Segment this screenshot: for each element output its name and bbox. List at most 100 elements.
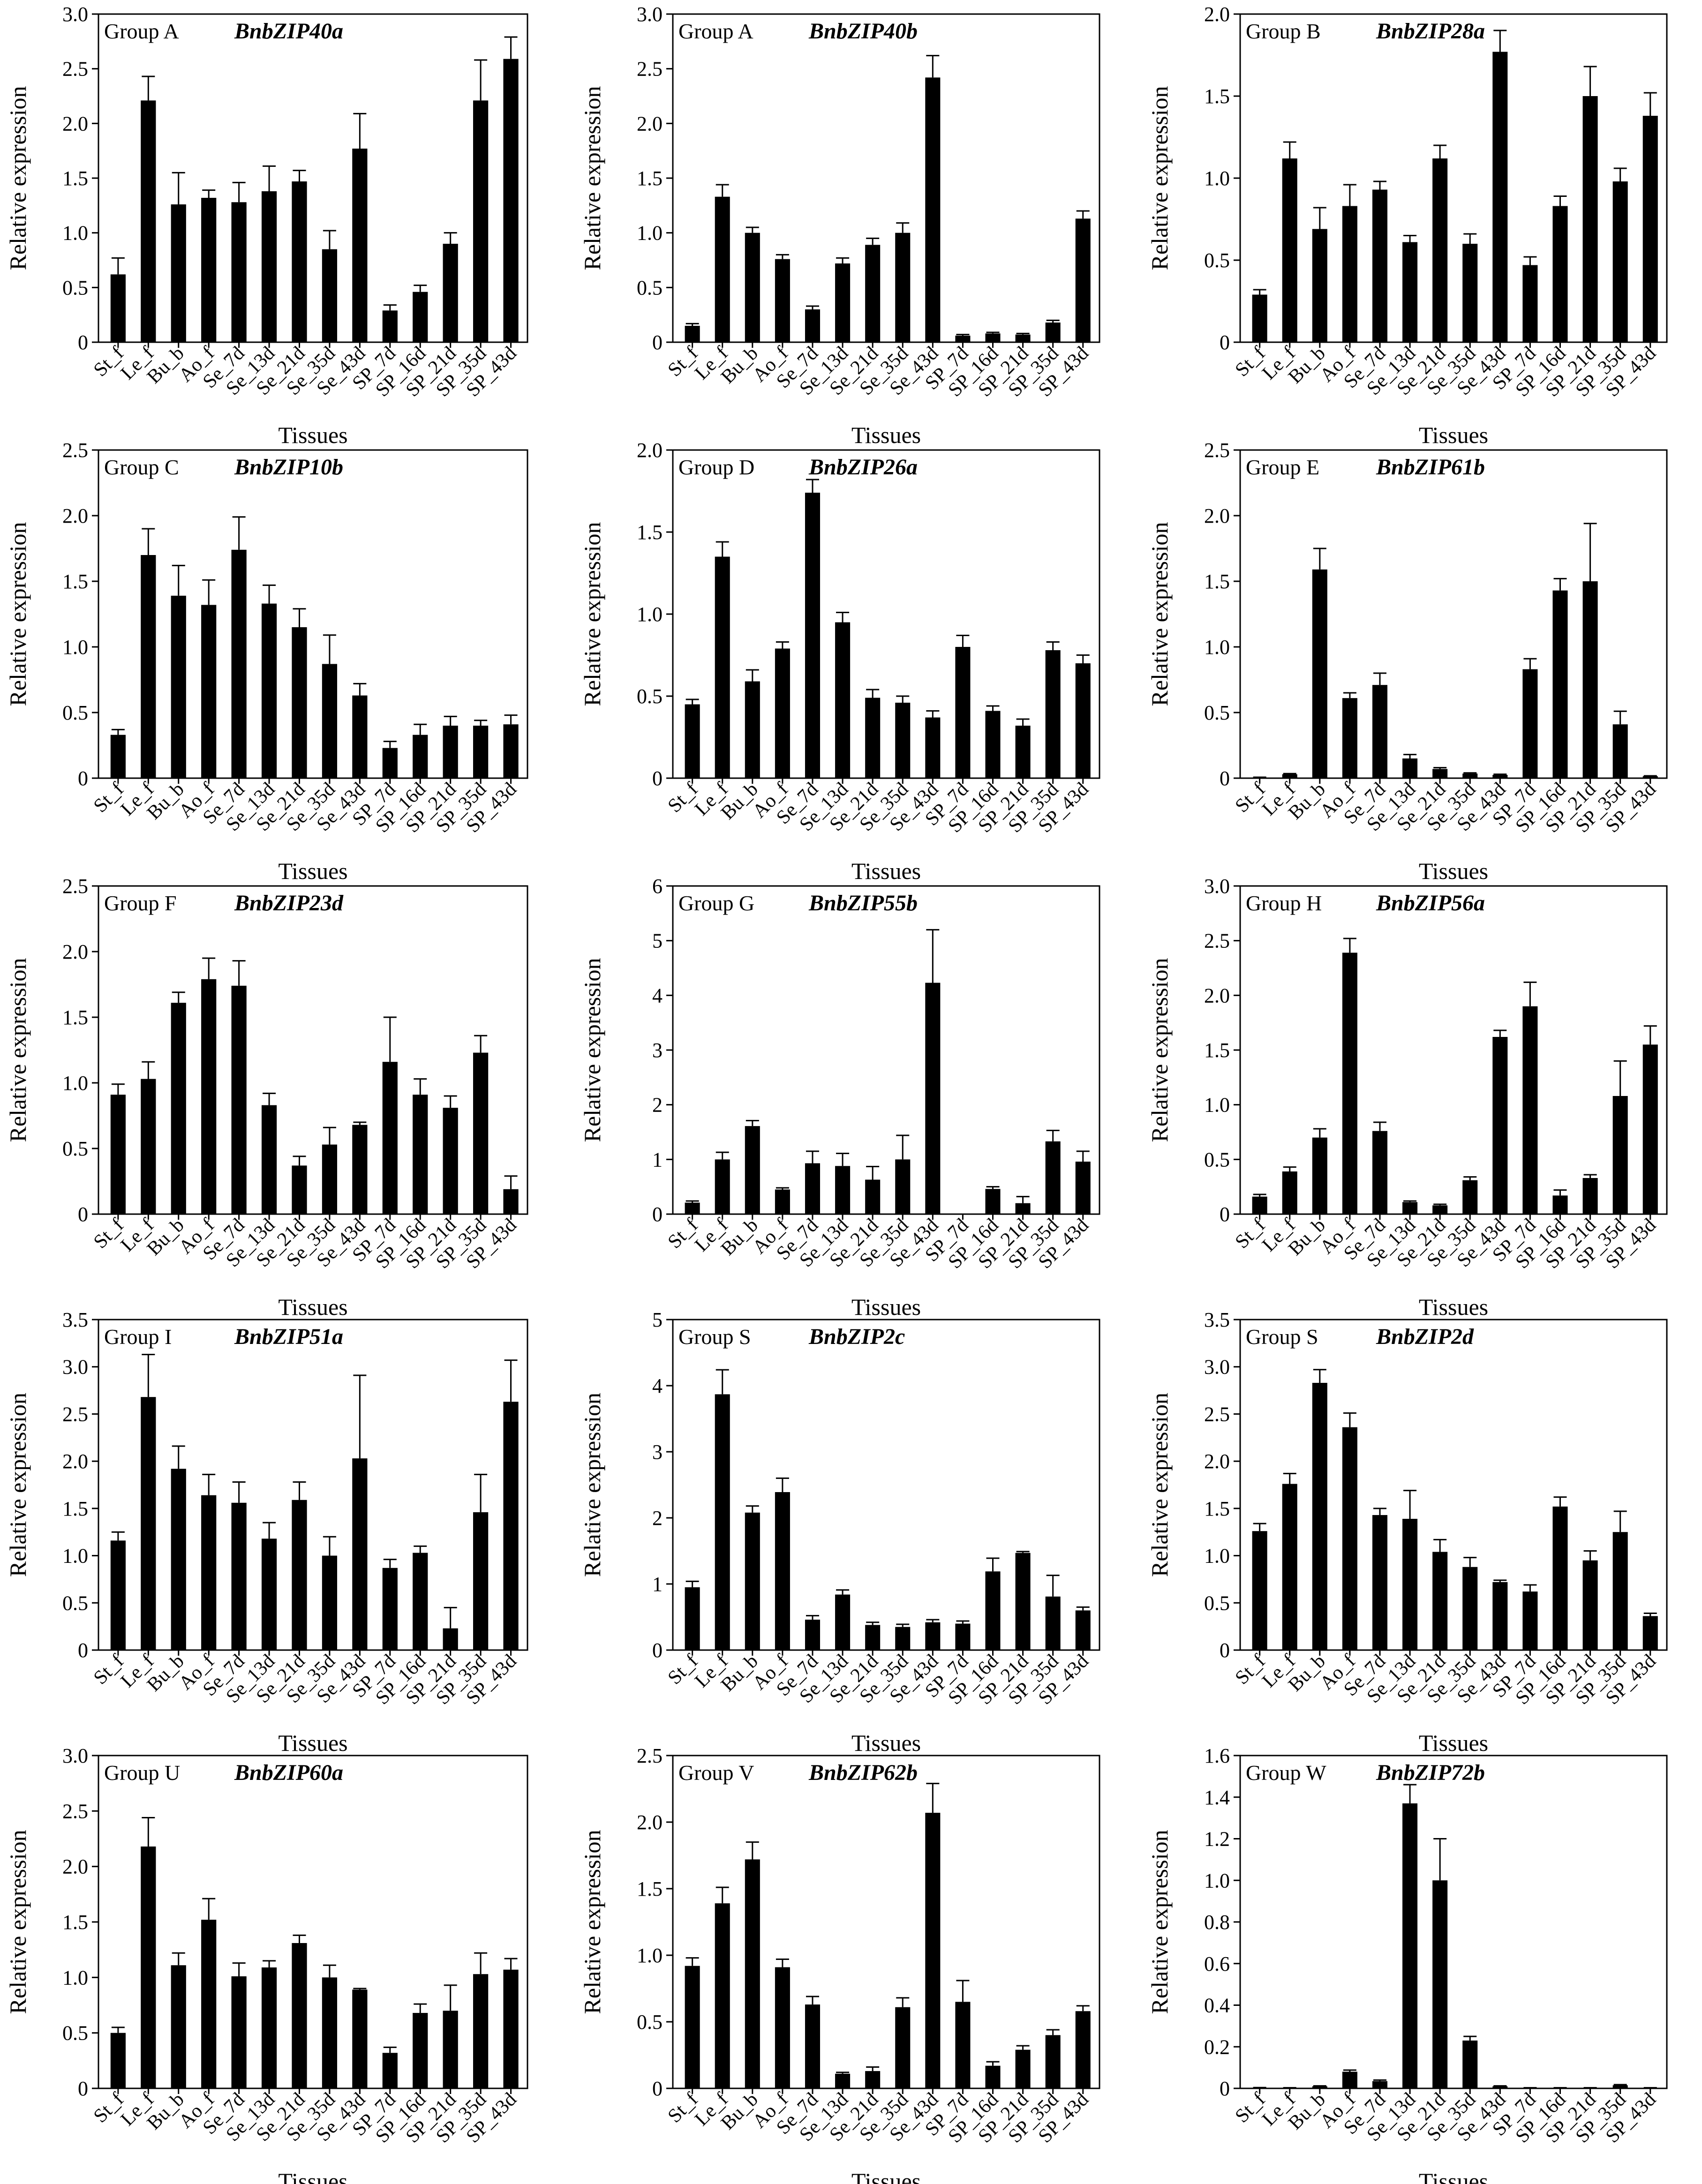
- bar-SP_7d: [1522, 1591, 1538, 1650]
- gene-label: BnbZIP28a: [1376, 19, 1485, 44]
- bar-Se_21d: [1432, 1880, 1448, 2088]
- bar-Bu_b: [171, 204, 186, 342]
- bar-Se_43d: [352, 1125, 368, 1214]
- y-tick-label: 3.0: [62, 1356, 88, 1379]
- y-tick-label: 3.5: [62, 1308, 88, 1331]
- bar-Se_43d: [352, 695, 368, 778]
- bar-SP_7d: [382, 2053, 398, 2088]
- y-tick-label: 2.0: [62, 1450, 88, 1473]
- bar-SP_43d: [1075, 663, 1091, 778]
- y-tick-label: 0.8: [1204, 1911, 1230, 1934]
- bar-SP_35d: [473, 1974, 489, 2088]
- y-tick-label: 1.0: [62, 1072, 88, 1095]
- bar-St_f: [110, 735, 126, 778]
- bar-St_f: [685, 1587, 700, 1650]
- y-tick-label: 0: [652, 331, 663, 354]
- bar-Le_f: [715, 1394, 730, 1650]
- x-axis-label: Tissues: [851, 1294, 921, 1320]
- bar-Se_21d: [865, 1625, 881, 1650]
- bar-Se_43d: [352, 1458, 368, 1650]
- bar-SP_43d: [1075, 1162, 1091, 1214]
- group-label: Group H: [1246, 891, 1322, 915]
- bar-Se_35d: [895, 233, 911, 342]
- bar-Se_43d: [925, 1813, 941, 2088]
- x-tick-label: St_f: [90, 779, 128, 817]
- y-axis-label: Relative expression: [5, 958, 31, 1142]
- y-tick-label: 0.5: [62, 1137, 88, 1160]
- bar-Se_7d: [231, 202, 247, 342]
- y-tick-label: 2.0: [62, 1855, 88, 1878]
- y-tick-label: 5: [652, 930, 663, 953]
- y-tick-label: 2.0: [637, 439, 663, 462]
- bar-SP_21d: [1582, 1560, 1598, 1650]
- bar-Bu_b: [1312, 569, 1327, 778]
- bar-St_f: [110, 2033, 126, 2088]
- bar-SP_35d: [1045, 2035, 1061, 2088]
- y-tick-label: 1.0: [62, 222, 88, 245]
- y-tick-label: 0.5: [1204, 249, 1230, 272]
- x-axis-label: Tissues: [278, 1730, 347, 1756]
- bar-Le_f: [715, 196, 730, 342]
- y-tick-label: 1: [652, 1573, 663, 1596]
- y-tick-label: 1.5: [1204, 1497, 1230, 1520]
- y-tick-label: 2.5: [637, 58, 663, 81]
- y-tick-label: 0.5: [637, 276, 663, 299]
- gene-label: BnbZIP40a: [234, 19, 343, 44]
- y-tick-label: 2.5: [637, 1744, 663, 1767]
- bar-SP_43d: [503, 59, 519, 342]
- bar-Se_7d: [805, 2004, 821, 2088]
- y-tick-label: 0: [78, 1203, 88, 1226]
- bar-Bu_b: [171, 1965, 186, 2088]
- bar-Se_7d: [805, 309, 821, 342]
- y-tick-label: 2.0: [637, 1811, 663, 1834]
- y-axis-label: Relative expression: [579, 522, 605, 706]
- y-tick-label: 5: [652, 1308, 663, 1331]
- bar-Se_21d: [865, 698, 881, 778]
- x-axis-label: Tissues: [1419, 1294, 1488, 1320]
- x-tick-label: St_f: [664, 1651, 702, 1689]
- y-tick-label: 1.0: [62, 1545, 88, 1568]
- x-tick-label: St_f: [664, 1215, 702, 1253]
- bar-Ao_f: [1342, 206, 1357, 342]
- y-tick-label: 0: [1220, 331, 1230, 354]
- bar-Ao_f: [775, 259, 790, 342]
- bar-SP_21d: [1582, 581, 1598, 778]
- bar-Bu_b: [1312, 2086, 1327, 2088]
- y-tick-label: 2.5: [62, 875, 88, 898]
- y-tick-label: 1.5: [62, 570, 88, 593]
- y-tick-label: 2: [652, 1094, 663, 1117]
- bar-SP_16d: [413, 1553, 428, 1650]
- y-tick-label: 1.6: [1204, 1744, 1230, 1767]
- y-tick-label: 0: [1220, 2077, 1230, 2100]
- bar-Le_f: [715, 1903, 730, 2088]
- group-label: Group V: [678, 1761, 754, 1785]
- bar-St_f: [110, 274, 126, 342]
- bar-Se_35d: [895, 2007, 911, 2088]
- x-tick-label: St_f: [664, 343, 702, 381]
- bar-SP_16d: [413, 2013, 428, 2088]
- bar-Se_21d: [1432, 1552, 1448, 1650]
- bar-SP_35d: [1612, 181, 1628, 342]
- bar-Se_7d: [1372, 685, 1388, 778]
- y-tick-label: 0.5: [1204, 1148, 1230, 1171]
- chart-panel-BnbZIP56a: 0 0.5 1.0 1.5 2.0 2.5 3.0 Relative expression Gr…: [1146, 875, 1668, 1320]
- y-tick-label: 1.5: [62, 1497, 88, 1520]
- bar-Se_21d: [865, 1179, 881, 1214]
- bar-SP_35d: [1612, 2085, 1628, 2088]
- x-axis-label: Tissues: [278, 858, 347, 884]
- bar-SP_35d: [1045, 323, 1061, 342]
- plot-frame: [672, 885, 1100, 1215]
- y-axis-label: Relative expression: [1146, 1393, 1173, 1577]
- bar-Se_43d: [352, 149, 368, 342]
- y-tick-label: 3: [652, 1441, 663, 1464]
- bar-St_f: [1252, 294, 1267, 342]
- y-axis-label: Relative expression: [1146, 958, 1173, 1142]
- bar-SP_7d: [382, 310, 398, 342]
- y-tick-label: 0: [78, 2077, 88, 2100]
- bar-Se_43d: [925, 983, 941, 1214]
- gene-label: BnbZIP40b: [808, 19, 918, 44]
- bar-Bu_b: [171, 1003, 186, 1214]
- bar-SP_43d: [1642, 1616, 1658, 1650]
- bar-Le_f: [141, 555, 156, 778]
- chart-panel-BnbZIP61b: 0 0.5 1.0 1.5 2.0 2.5 Relative expression Group…: [1146, 439, 1668, 884]
